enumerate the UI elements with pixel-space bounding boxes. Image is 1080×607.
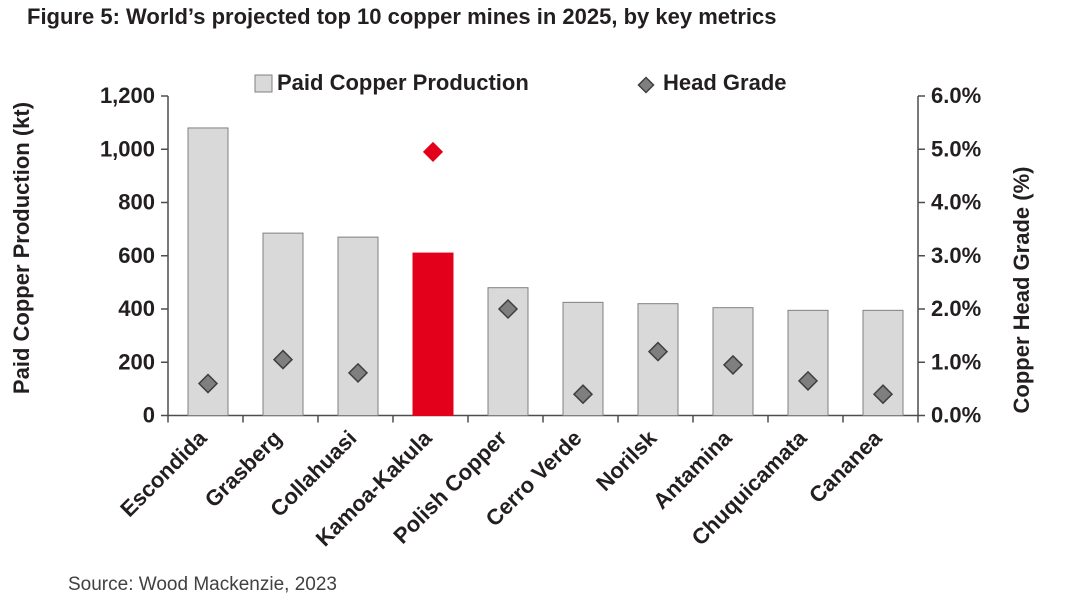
- svg-text:0.0%: 0.0%: [931, 403, 981, 428]
- svg-text:2.0%: 2.0%: [931, 296, 981, 321]
- svg-text:Paid Copper Production (kt): Paid Copper Production (kt): [9, 102, 34, 394]
- svg-text:600: 600: [118, 243, 155, 268]
- svg-text:200: 200: [118, 349, 155, 374]
- svg-text:1.0%: 1.0%: [931, 349, 981, 374]
- svg-text:400: 400: [118, 296, 155, 321]
- svg-text:0: 0: [143, 403, 155, 428]
- svg-text:Escondida: Escondida: [115, 425, 212, 522]
- svg-text:1,000: 1,000: [100, 136, 155, 161]
- svg-text:800: 800: [118, 190, 155, 215]
- svg-text:1,200: 1,200: [100, 83, 155, 108]
- svg-text:4.0%: 4.0%: [931, 190, 981, 215]
- svg-text:Copper Head Grade (%): Copper Head Grade (%): [1009, 167, 1034, 414]
- svg-text:6.0%: 6.0%: [931, 83, 981, 108]
- svg-text:5.0%: 5.0%: [931, 136, 981, 161]
- svg-text:3.0%: 3.0%: [931, 243, 981, 268]
- svg-text:Norilsk: Norilsk: [591, 425, 662, 496]
- svg-text:Paid Copper Production: Paid Copper Production: [277, 70, 529, 95]
- svg-text:Head Grade: Head Grade: [663, 70, 787, 95]
- svg-text:Cananea: Cananea: [804, 425, 887, 508]
